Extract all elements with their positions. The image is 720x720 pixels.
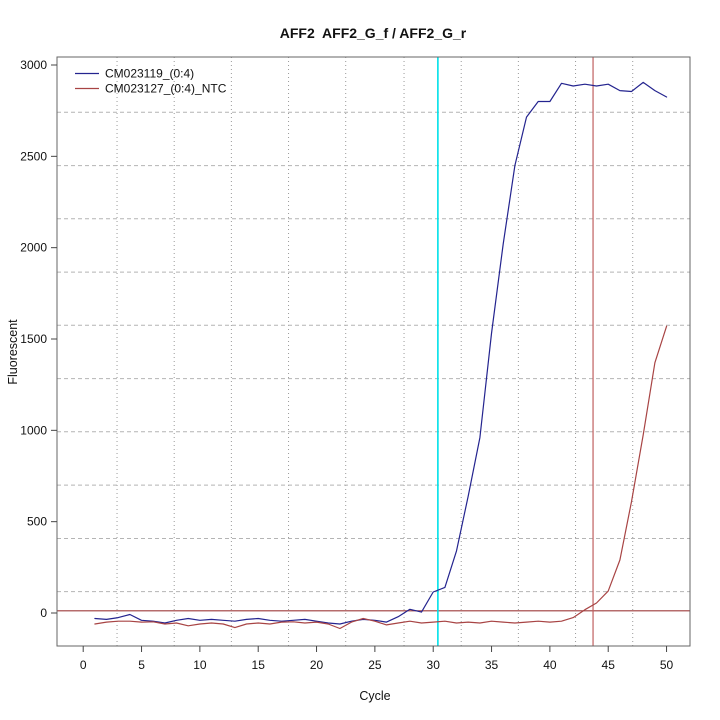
x-tick-label: 40 — [543, 658, 557, 672]
y-tick-label: 2500 — [20, 149, 47, 163]
y-tick-label: 1500 — [20, 332, 47, 346]
chart-title: AFF2 AFF2_G_f / AFF2_G_r — [280, 25, 467, 41]
y-tick-label: 2000 — [20, 241, 47, 255]
y-axis-label: Fluorescent — [6, 319, 20, 385]
x-tick-label: 25 — [368, 658, 382, 672]
x-tick-label: 0 — [80, 658, 87, 672]
x-tick-label: 50 — [660, 658, 674, 672]
amplification-curves — [94, 81, 668, 630]
y-tick-label: 1000 — [20, 423, 47, 437]
y-tick-label: 3000 — [20, 58, 47, 72]
x-tick-label: 30 — [427, 658, 441, 672]
x-tick-label: 5 — [138, 658, 145, 672]
series-curve-0 — [94, 81, 668, 625]
axis-ticks: 0 5 10 15 20 25 30 35 40 45 5005001000150020002500… — [20, 58, 673, 672]
gridlines — [57, 57, 690, 646]
series-curve-1 — [94, 325, 668, 630]
y-tick-label: 500 — [27, 515, 47, 529]
plot-border-box — [56, 56, 691, 647]
x-tick-label: 20 — [310, 658, 324, 672]
x-axis-label: Cycle — [359, 689, 390, 703]
legend-item-label: CM023119_(0:4) — [105, 67, 194, 81]
legend: CM023119_(0:4)CM023127_(0:4)_NTC — [75, 67, 227, 96]
x-tick-label: 15 — [252, 658, 266, 672]
legend-item-label: CM023127_(0:4)_NTC — [105, 82, 227, 96]
x-tick-label: 10 — [193, 658, 207, 672]
x-tick-label: 45 — [602, 658, 616, 672]
y-tick-label: 0 — [40, 606, 47, 620]
threshold-and-ct-markers — [57, 57, 690, 646]
x-tick-label: 35 — [485, 658, 499, 672]
